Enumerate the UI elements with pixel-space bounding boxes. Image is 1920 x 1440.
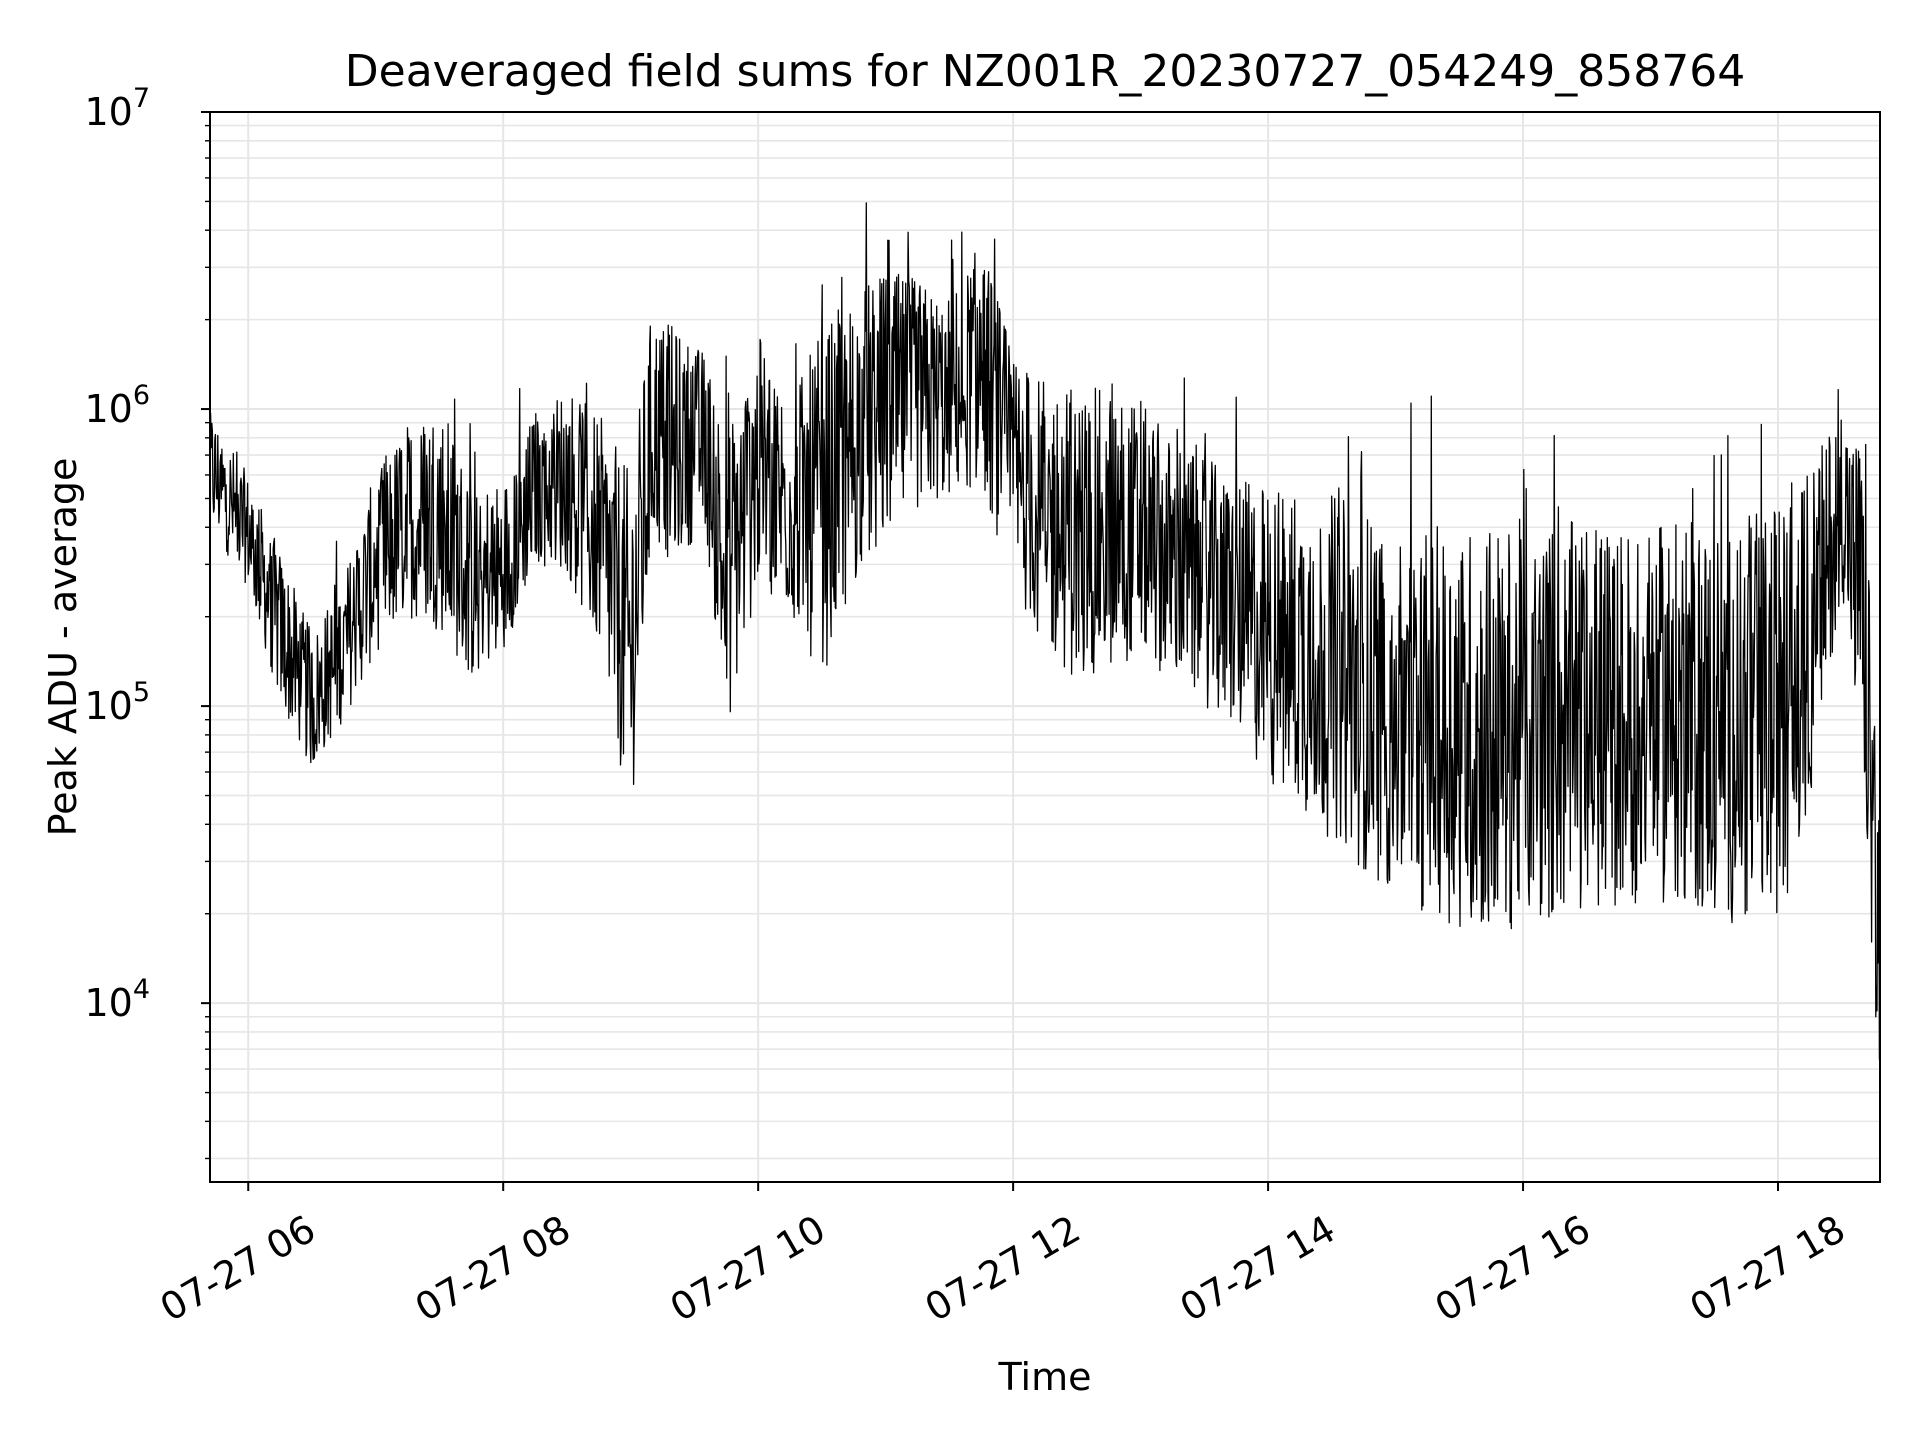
y-tick-label: 106 [84,380,150,431]
x-tick-label: 07-27 08 [408,1207,578,1331]
series-line [209,202,1881,1060]
x-tick-label: 07-27 10 [663,1207,833,1331]
x-tick-label: 07-27 12 [918,1207,1088,1331]
y-tick-label: 107 [84,83,150,134]
x-tick-label: 07-27 14 [1173,1207,1343,1331]
y-tick-label: 105 [84,677,150,728]
x-axis-label: Time [998,1355,1092,1399]
y-axis-label: Peak ADU - average [41,458,85,837]
x-tick-label: 07-27 16 [1428,1207,1598,1331]
x-tick-label: 07-27 18 [1683,1207,1853,1331]
x-tick-label: 07-27 06 [153,1207,323,1331]
chart-title: Deaveraged field sums for NZ001R_2023072… [345,46,1745,97]
plot-frame [209,111,1881,1183]
y-tick-label: 104 [84,974,150,1025]
data-series [209,202,1881,1060]
